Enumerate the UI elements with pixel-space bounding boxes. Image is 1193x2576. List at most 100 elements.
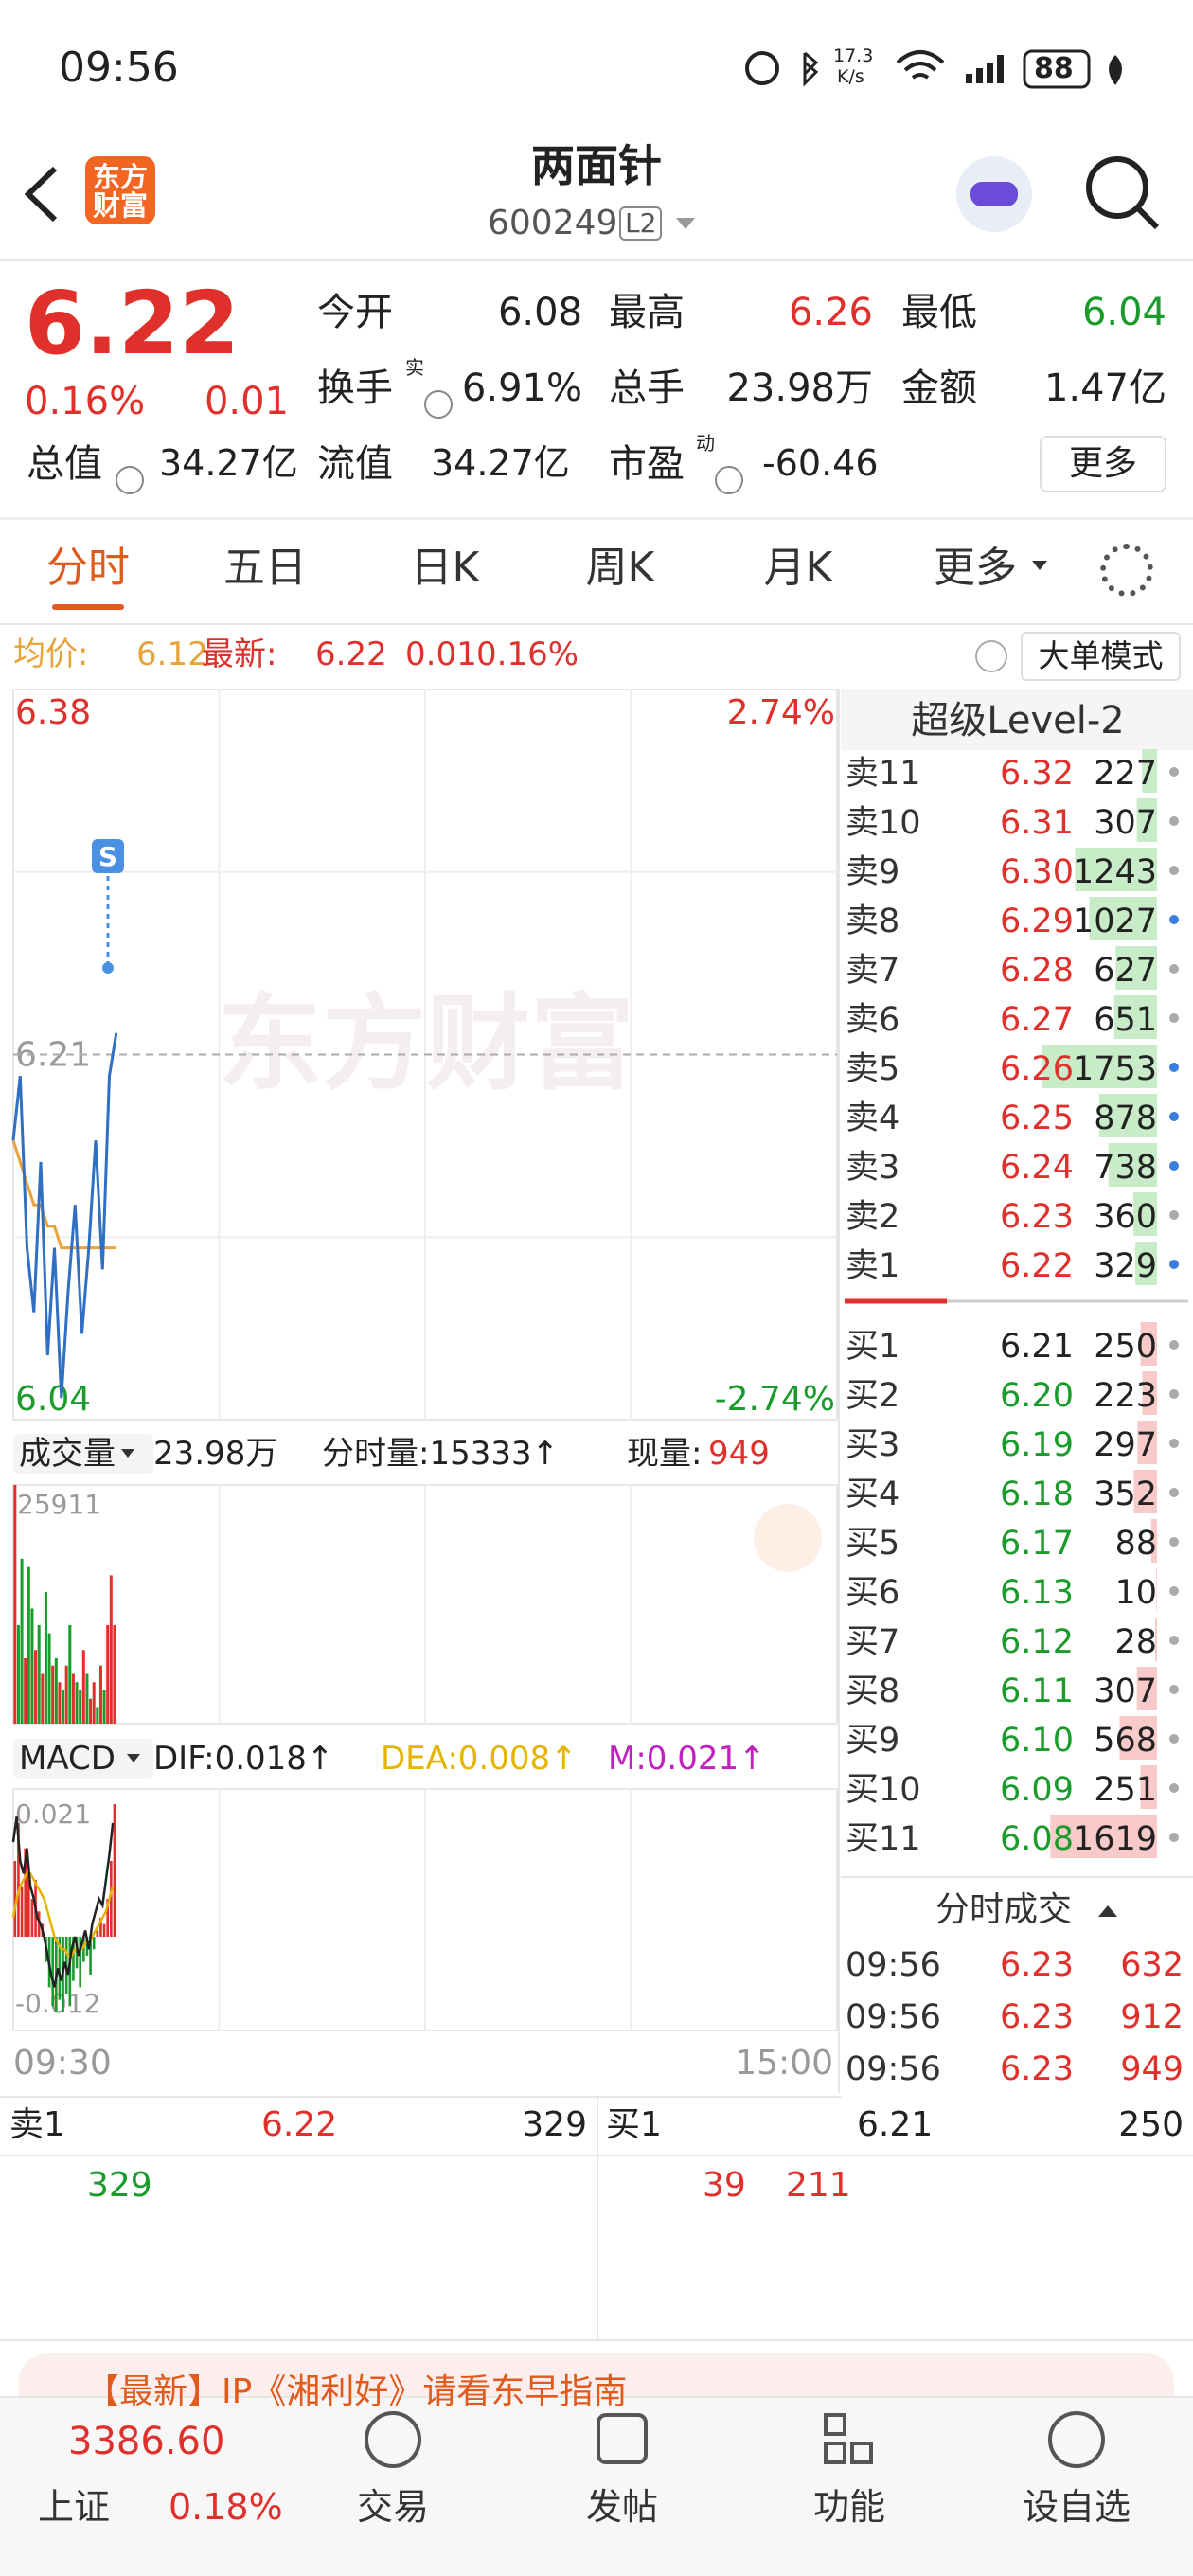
level-dot (1169, 1685, 1179, 1694)
level-dot (1169, 1439, 1179, 1448)
depth-bar (1150, 1519, 1157, 1563)
macd-bar (58, 1937, 62, 2000)
volume-bar (98, 1665, 102, 1724)
trade-volume: 912 (1120, 1998, 1184, 2036)
tab[interactable]: 更多 (934, 544, 1017, 592)
volume-caret (121, 1449, 134, 1458)
divider (0, 2339, 1193, 2341)
level-volume: 250 (1094, 1328, 1157, 1366)
signal-icon (966, 74, 972, 83)
last-change-pct: 0.16% (476, 635, 579, 673)
level-label: 买11 (846, 1820, 921, 1858)
settings-button[interactable] (1100, 544, 1153, 597)
level-volume: 1243 (1073, 853, 1157, 891)
trade-price: 6.23 (1000, 1998, 1074, 2036)
depth-bar (1113, 995, 1157, 1039)
level-dot (1169, 1586, 1179, 1596)
nav-item[interactable]: 交易 (356, 2486, 429, 2528)
trade-price: 6.23 (1000, 1946, 1074, 1984)
level-dot (1169, 1389, 1179, 1399)
wifi-icon (896, 50, 945, 80)
volume-bar (47, 1633, 51, 1724)
macd-bar (79, 1937, 81, 1988)
tab[interactable]: 月K (763, 544, 833, 592)
help-icon (975, 640, 1007, 672)
y-tick-label: 0.021 (15, 1798, 91, 1830)
signal-icon (976, 68, 983, 83)
depth-bar (1142, 1371, 1157, 1415)
tab[interactable]: 五日 (223, 544, 307, 592)
volume-bar (113, 1624, 116, 1724)
bid-price: 6.21 (857, 2105, 934, 2144)
level-volume: 1753 (1073, 1050, 1157, 1088)
pct-high: 2.74% (727, 693, 835, 732)
dif-line (11, 1816, 115, 1988)
stat-value: 6.08 (497, 291, 582, 334)
net-speed: 17.3 (833, 45, 874, 66)
macd-bar (30, 1899, 34, 1937)
x-tick-label: 15:00 (735, 2044, 833, 2083)
depth-bar (1115, 946, 1157, 990)
order-book-header (841, 689, 1193, 750)
volume-bar (16, 1624, 20, 1724)
depth-bar (1133, 1470, 1157, 1513)
volume-bar (106, 1624, 110, 1724)
level-dot (1169, 1537, 1179, 1547)
level-label: 卖10 (846, 804, 921, 842)
level-label: 买7 (846, 1623, 899, 1661)
volume-bar (71, 1673, 75, 1724)
status-time: 09:56 (59, 44, 179, 92)
expand-button[interactable] (754, 1504, 822, 1572)
level-label: 卖2 (846, 1198, 899, 1236)
volume-bar (13, 1485, 17, 1724)
info-icon (424, 390, 453, 419)
volume-bar (75, 1682, 79, 1724)
nav-item[interactable]: 发帖 (585, 2486, 658, 2528)
level-volume: 360 (1094, 1198, 1157, 1236)
tab[interactable]: 日K (410, 544, 480, 592)
back-button[interactable] (24, 166, 58, 223)
macd-bar (99, 1918, 102, 1937)
stat-label: 金额 (901, 367, 977, 410)
volume-menu[interactable]: 成交量 (13, 1434, 153, 1474)
depth-bar (1137, 1421, 1157, 1464)
volume-bar (51, 1665, 55, 1724)
index-value[interactable]: 3386.60 (68, 2420, 225, 2463)
tab[interactable]: 分时 (46, 544, 130, 592)
stat-value: 34.27亿 (431, 442, 570, 484)
stat-value: 34.27亿 (159, 442, 298, 484)
nav-item[interactable]: 设自选 (1022, 2486, 1131, 2528)
level-volume: 329 (1094, 1247, 1157, 1285)
info-icon (715, 466, 743, 494)
level-label: 卖4 (846, 1100, 899, 1137)
depth-bar (1136, 1667, 1157, 1710)
last-value: 6.22 (315, 635, 387, 673)
banner-text[interactable]: 【最新】IP《湘利好》请看东早指南 (85, 2372, 628, 2411)
stock-name: 两面针 (531, 140, 662, 191)
stat-label: 流值 (317, 442, 393, 486)
volume-total: 23.98万 (153, 1435, 278, 1473)
stock-code: 600249 (488, 204, 618, 242)
trades-title: 分时成交 (935, 1890, 1072, 1929)
level-price: 6.31 (1000, 804, 1074, 842)
mode-button[interactable]: 大单模式 (1021, 632, 1181, 681)
search-button[interactable] (1086, 156, 1148, 219)
trade-time: 09:56 (846, 2050, 941, 2088)
bid-detail: 211 (786, 2166, 851, 2205)
divider (596, 2096, 598, 2339)
macd-bar (72, 1937, 75, 1981)
stat-label: 换手 (317, 367, 393, 410)
change-pct: 0.16% (25, 380, 146, 423)
avg-label: 均价: (13, 635, 89, 673)
divider (0, 517, 1193, 520)
nav-item[interactable]: 功能 (812, 2486, 885, 2528)
tab[interactable]: 周K (585, 544, 655, 592)
level-label: 卖7 (846, 952, 899, 990)
more-button[interactable]: 更多 (1040, 436, 1166, 492)
change: 0.01 (204, 380, 289, 423)
trade-time: 09:56 (846, 1946, 941, 1984)
level-label: 卖6 (846, 1001, 899, 1039)
level-label: 买8 (846, 1673, 899, 1710)
function-icon (850, 2442, 873, 2464)
level-price: 6.12 (1000, 1623, 1074, 1661)
